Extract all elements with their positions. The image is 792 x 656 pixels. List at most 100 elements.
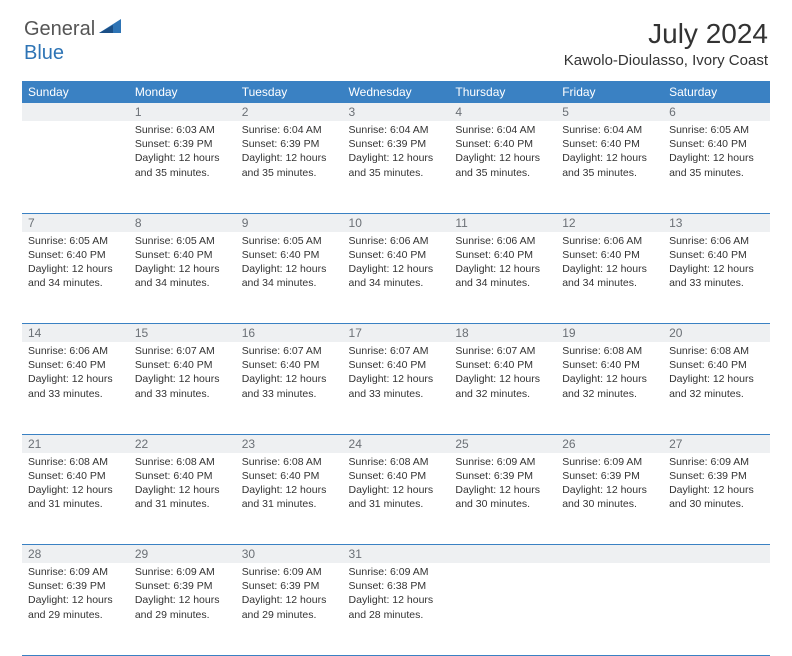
day-cell: Sunrise: 6:09 AMSunset: 6:39 PMDaylight:… [449, 453, 556, 545]
day-cell-body: Sunrise: 6:04 AMSunset: 6:40 PMDaylight:… [449, 121, 556, 186]
day-number [449, 545, 556, 564]
dh-mon: Monday [129, 81, 236, 103]
day1-line: Daylight: 12 hours [135, 483, 230, 497]
day2-line: and 33 minutes. [28, 387, 123, 401]
sunrise-line: Sunrise: 6:03 AM [135, 123, 230, 137]
sunrise-line: Sunrise: 6:06 AM [562, 234, 657, 248]
logo-word1: General [24, 18, 95, 41]
day-cell-body: Sunrise: 6:04 AMSunset: 6:40 PMDaylight:… [556, 121, 663, 186]
dh-sun: Sunday [22, 81, 129, 103]
day2-line: and 34 minutes. [455, 276, 550, 290]
day-cell-body: Sunrise: 6:08 AMSunset: 6:40 PMDaylight:… [236, 453, 343, 518]
sunset-line: Sunset: 6:40 PM [135, 248, 230, 262]
logo-word2: Blue [24, 42, 64, 64]
day2-line: and 30 minutes. [455, 497, 550, 511]
day-cell-body: Sunrise: 6:09 AMSunset: 6:38 PMDaylight:… [343, 563, 450, 628]
day-cell-body: Sunrise: 6:09 AMSunset: 6:39 PMDaylight:… [22, 563, 129, 628]
week-row: Sunrise: 6:06 AMSunset: 6:40 PMDaylight:… [22, 342, 770, 434]
day-cell-body [22, 121, 129, 129]
sunset-line: Sunset: 6:39 PM [135, 579, 230, 593]
logo: General [24, 18, 123, 41]
day-cell: Sunrise: 6:08 AMSunset: 6:40 PMDaylight:… [556, 342, 663, 434]
day2-line: and 29 minutes. [242, 608, 337, 622]
day2-line: and 34 minutes. [135, 276, 230, 290]
sunrise-line: Sunrise: 6:09 AM [669, 455, 764, 469]
day-number: 23 [236, 434, 343, 453]
sunset-line: Sunset: 6:39 PM [349, 137, 444, 151]
logo-word2-wrap: Blue [24, 42, 64, 65]
sunrise-line: Sunrise: 6:05 AM [135, 234, 230, 248]
day-cell-body: Sunrise: 6:08 AMSunset: 6:40 PMDaylight:… [22, 453, 129, 518]
day2-line: and 29 minutes. [28, 608, 123, 622]
day-cell: Sunrise: 6:06 AMSunset: 6:40 PMDaylight:… [343, 232, 450, 324]
sunset-line: Sunset: 6:40 PM [349, 469, 444, 483]
day2-line: and 33 minutes. [135, 387, 230, 401]
week-row: Sunrise: 6:09 AMSunset: 6:39 PMDaylight:… [22, 563, 770, 655]
sunset-line: Sunset: 6:40 PM [349, 248, 444, 262]
day-cell: Sunrise: 6:08 AMSunset: 6:40 PMDaylight:… [129, 453, 236, 545]
day1-line: Daylight: 12 hours [28, 483, 123, 497]
sunrise-line: Sunrise: 6:09 AM [242, 565, 337, 579]
sunrise-line: Sunrise: 6:08 AM [28, 455, 123, 469]
week-row: Sunrise: 6:03 AMSunset: 6:39 PMDaylight:… [22, 121, 770, 213]
day-cell: Sunrise: 6:07 AMSunset: 6:40 PMDaylight:… [236, 342, 343, 434]
day2-line: and 34 minutes. [562, 276, 657, 290]
day-cell-body: Sunrise: 6:09 AMSunset: 6:39 PMDaylight:… [663, 453, 770, 518]
day2-line: and 30 minutes. [669, 497, 764, 511]
sunset-line: Sunset: 6:40 PM [669, 358, 764, 372]
day1-line: Daylight: 12 hours [135, 262, 230, 276]
day-number: 2 [236, 103, 343, 121]
day-number: 16 [236, 324, 343, 343]
sunrise-line: Sunrise: 6:09 AM [28, 565, 123, 579]
day-cell-body: Sunrise: 6:04 AMSunset: 6:39 PMDaylight:… [343, 121, 450, 186]
sunset-line: Sunset: 6:39 PM [135, 137, 230, 151]
day-number: 8 [129, 213, 236, 232]
day-number: 22 [129, 434, 236, 453]
header: General July 2024 Kawolo-Dioulasso, Ivor… [0, 0, 792, 73]
sunrise-line: Sunrise: 6:06 AM [349, 234, 444, 248]
day-cell: Sunrise: 6:04 AMSunset: 6:39 PMDaylight:… [343, 121, 450, 213]
day1-line: Daylight: 12 hours [455, 372, 550, 386]
sunrise-line: Sunrise: 6:06 AM [455, 234, 550, 248]
daynum-row: 123456 [22, 103, 770, 121]
day-number: 1 [129, 103, 236, 121]
day2-line: and 35 minutes. [669, 166, 764, 180]
day-number: 5 [556, 103, 663, 121]
sunrise-line: Sunrise: 6:04 AM [562, 123, 657, 137]
sunrise-line: Sunrise: 6:08 AM [562, 344, 657, 358]
day2-line: and 34 minutes. [28, 276, 123, 290]
sunrise-line: Sunrise: 6:09 AM [562, 455, 657, 469]
day2-line: and 33 minutes. [349, 387, 444, 401]
day2-line: and 32 minutes. [669, 387, 764, 401]
daynum-row: 78910111213 [22, 213, 770, 232]
sunset-line: Sunset: 6:39 PM [562, 469, 657, 483]
day1-line: Daylight: 12 hours [669, 483, 764, 497]
day-cell-body [663, 563, 770, 571]
day-number: 30 [236, 545, 343, 564]
day-cell: Sunrise: 6:05 AMSunset: 6:40 PMDaylight:… [663, 121, 770, 213]
day-cell-body: Sunrise: 6:05 AMSunset: 6:40 PMDaylight:… [236, 232, 343, 297]
sunset-line: Sunset: 6:40 PM [135, 358, 230, 372]
day-number: 13 [663, 213, 770, 232]
sunrise-line: Sunrise: 6:06 AM [28, 344, 123, 358]
day-number: 7 [22, 213, 129, 232]
sunrise-line: Sunrise: 6:09 AM [135, 565, 230, 579]
day-cell: Sunrise: 6:09 AMSunset: 6:39 PMDaylight:… [556, 453, 663, 545]
title-block: July 2024 Kawolo-Dioulasso, Ivory Coast [564, 18, 768, 69]
day-number: 10 [343, 213, 450, 232]
dh-wed: Wednesday [343, 81, 450, 103]
day-cell: Sunrise: 6:08 AMSunset: 6:40 PMDaylight:… [236, 453, 343, 545]
day-cell: Sunrise: 6:08 AMSunset: 6:40 PMDaylight:… [663, 342, 770, 434]
sunset-line: Sunset: 6:40 PM [28, 358, 123, 372]
day-cell-body: Sunrise: 6:08 AMSunset: 6:40 PMDaylight:… [556, 342, 663, 407]
day1-line: Daylight: 12 hours [28, 372, 123, 386]
day1-line: Daylight: 12 hours [455, 483, 550, 497]
dh-tue: Tuesday [236, 81, 343, 103]
day2-line: and 29 minutes. [135, 608, 230, 622]
day-cell-body: Sunrise: 6:06 AMSunset: 6:40 PMDaylight:… [22, 342, 129, 407]
day1-line: Daylight: 12 hours [349, 151, 444, 165]
sunset-line: Sunset: 6:40 PM [455, 137, 550, 151]
day1-line: Daylight: 12 hours [135, 593, 230, 607]
day2-line: and 35 minutes. [242, 166, 337, 180]
day-cell-body: Sunrise: 6:04 AMSunset: 6:39 PMDaylight:… [236, 121, 343, 186]
